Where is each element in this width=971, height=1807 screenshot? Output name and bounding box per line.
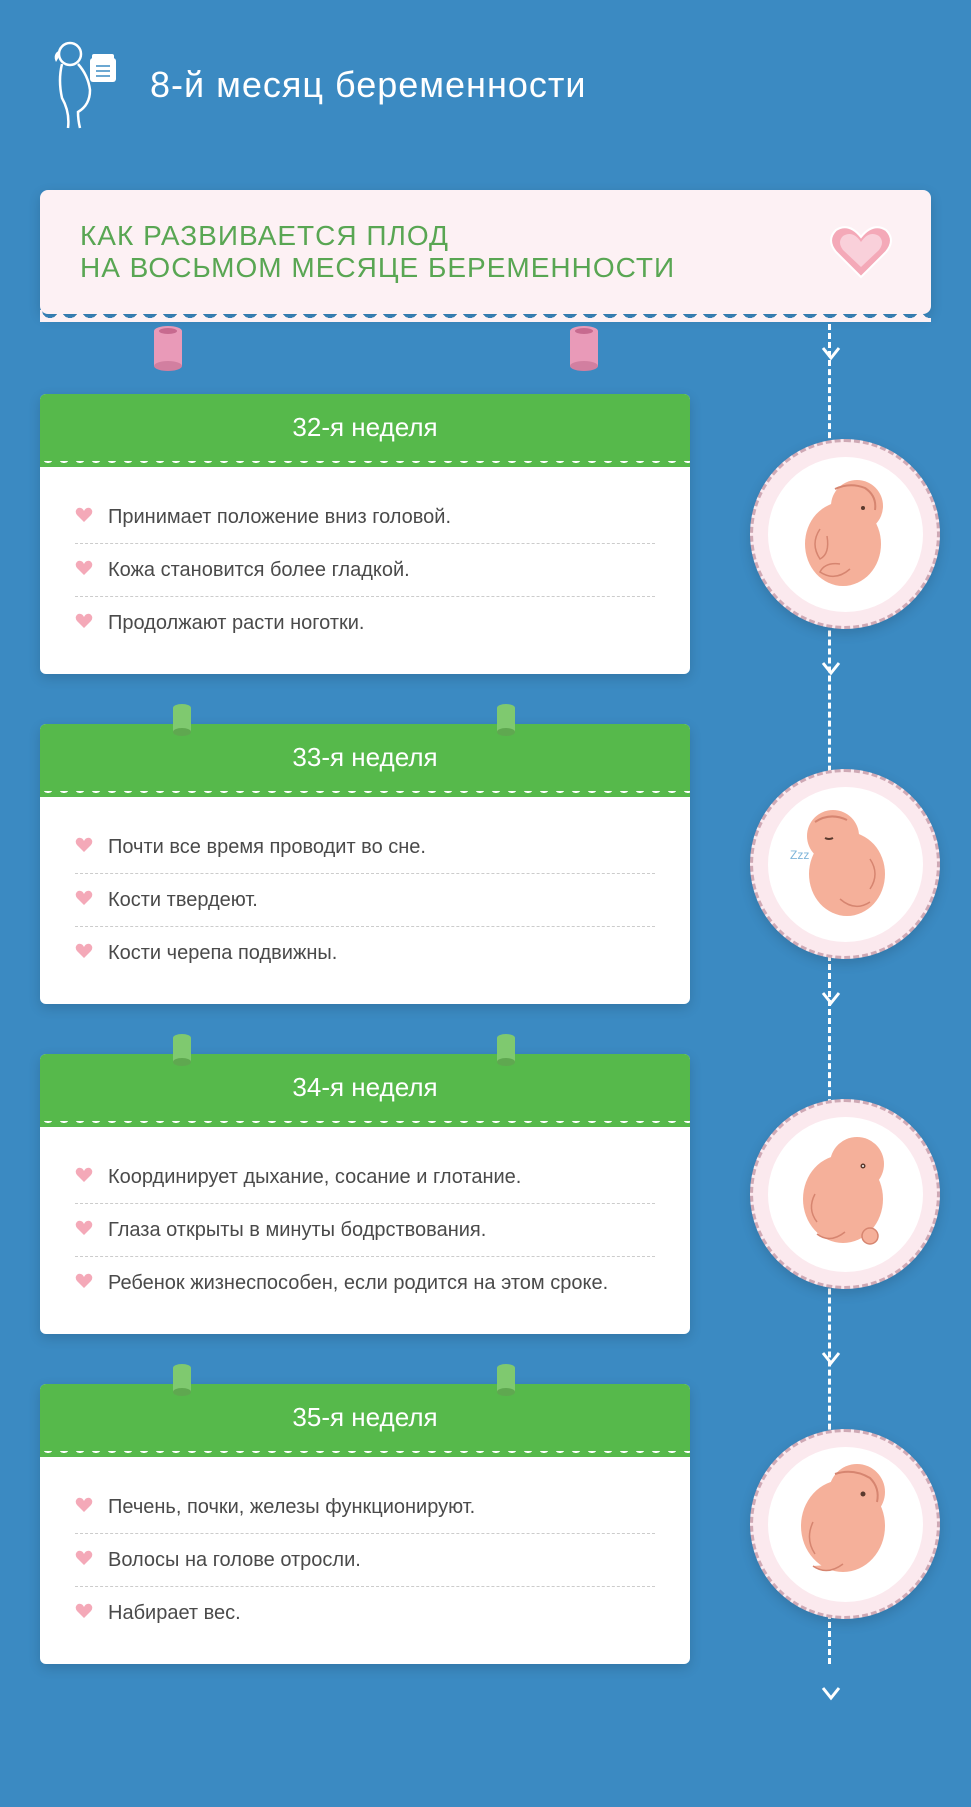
heart-bullet-icon	[75, 1549, 93, 1567]
fetus-badge	[750, 1429, 940, 1619]
ring-icon	[170, 704, 194, 739]
heart-bullet-icon	[75, 1166, 93, 1184]
bullet-row: Кожа становится более гладкой.	[75, 543, 655, 596]
heart-bullet-icon	[75, 1496, 93, 1514]
bullet-row: Волосы на голове отросли.	[75, 1533, 655, 1586]
ring-icon	[494, 704, 518, 739]
ring-icon	[170, 1364, 194, 1399]
intro-line-1: Как развивается плод	[80, 220, 891, 252]
bullet-row: Координирует дыхание, сосание и глотание…	[75, 1151, 655, 1203]
bullet-text: Кожа становится более гладкой.	[108, 556, 410, 584]
fetus-sleeping-icon: Zzz	[785, 804, 905, 924]
fetus-badge	[750, 439, 940, 629]
heart-bullet-icon	[75, 942, 93, 960]
fetus-badge: Zzz	[750, 769, 940, 959]
bullet-row: Продолжают расти ноготки.	[75, 596, 655, 649]
bullet-text: Продолжают расти ноготки.	[108, 609, 364, 637]
card-body: Почти все время проводит во сне. Кости т…	[40, 791, 690, 1004]
card-body: Печень, почки, железы функционируют. Вол…	[40, 1451, 690, 1664]
heart-bullet-icon	[75, 612, 93, 630]
bullet-text: Ребенок жизнеспособен, если родится на э…	[108, 1269, 608, 1297]
banner-rings	[40, 326, 931, 376]
heart-bullet-icon	[75, 836, 93, 854]
bullet-row: Кости твердеют.	[75, 873, 655, 926]
bullet-row: Печень, почки, железы функционируют.	[75, 1481, 655, 1533]
bullet-row: Ребенок жизнеспособен, если родится на э…	[75, 1256, 655, 1309]
heart-bullet-icon	[75, 889, 93, 907]
week-card: 32-я неделя Принимает положение вниз гол…	[40, 394, 690, 674]
bullet-text: Координирует дыхание, сосание и глотание…	[108, 1163, 521, 1191]
heart-bullet-icon	[75, 1219, 93, 1237]
bullet-row: Почти все время проводит во сне.	[75, 821, 655, 873]
cards-container: 32-я неделя Принимает положение вниз гол…	[40, 364, 931, 1664]
bullet-text: Глаза открыты в минуты бодрствования.	[108, 1216, 486, 1244]
bullet-row: Принимает положение вниз головой.	[75, 491, 655, 543]
heart-bullet-icon	[75, 506, 93, 524]
svg-text:Zzz: Zzz	[790, 848, 809, 862]
ring-icon	[170, 1034, 194, 1069]
ring-icon	[494, 1034, 518, 1069]
card-rings	[40, 704, 931, 739]
intro-banner: Как развивается плод на восьмом месяце б…	[40, 190, 931, 314]
bullet-text: Принимает положение вниз головой.	[108, 503, 451, 531]
fetus-badge	[750, 1099, 940, 1289]
arrow-down-icon	[821, 1684, 841, 1704]
heart-bullet-icon	[75, 1272, 93, 1290]
card-rings	[40, 1364, 931, 1399]
heart-icon	[821, 212, 901, 292]
bullet-text: Кости твердеют.	[108, 886, 258, 914]
ring-icon	[150, 326, 186, 376]
fetus-icon	[785, 1464, 905, 1584]
bullet-text: Печень, почки, железы функционируют.	[108, 1493, 475, 1521]
bullet-text: Почти все время проводит во сне.	[108, 833, 426, 861]
week-card: 34-я неделя Координирует дыхание, сосани…	[40, 1054, 690, 1334]
bullet-text: Волосы на голове отросли.	[108, 1546, 361, 1574]
intro-line-2: на восьмом месяце беременности	[80, 252, 891, 284]
heart-bullet-icon	[75, 559, 93, 577]
card-body: Принимает положение вниз головой. Кожа с…	[40, 461, 690, 674]
bullet-text: Кости черепа подвижны.	[108, 939, 337, 967]
arrow-down-icon	[821, 659, 841, 679]
ring-icon	[494, 1364, 518, 1399]
card-rings	[40, 1034, 931, 1069]
page-header: 8-й месяц беременности	[40, 40, 931, 130]
fetus-icon	[785, 474, 905, 594]
heart-bullet-icon	[75, 1602, 93, 1620]
fetus-icon	[785, 1134, 905, 1254]
bullet-row: Набирает вес.	[75, 1586, 655, 1639]
arrow-down-icon	[821, 989, 841, 1009]
week-card: 35-я неделя Печень, почки, железы функци…	[40, 1384, 690, 1664]
bullet-text: Набирает вес.	[108, 1599, 241, 1627]
card-body: Координирует дыхание, сосание и глотание…	[40, 1121, 690, 1334]
ring-icon	[566, 326, 602, 376]
bullet-row: Глаза открыты в минуты бодрствования.	[75, 1203, 655, 1256]
week-card: 33-я неделя Почти все время проводит во …	[40, 724, 690, 1004]
pregnant-woman-icon	[40, 40, 120, 130]
bullet-row: Кости черепа подвижны.	[75, 926, 655, 979]
page-title: 8-й месяц беременности	[150, 64, 586, 106]
card-header: 32-я неделя	[40, 394, 690, 461]
